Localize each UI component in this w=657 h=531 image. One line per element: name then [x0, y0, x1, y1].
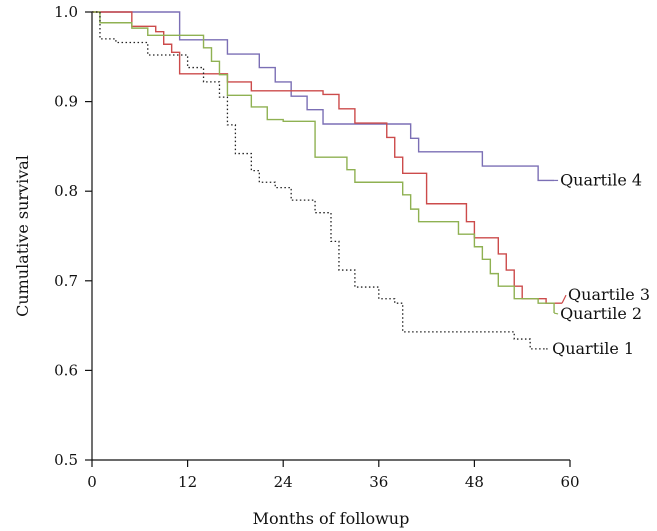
- y-axis-title: Cumulative survival: [13, 155, 32, 317]
- x-tick-label: 24: [274, 473, 293, 491]
- y-tick-label: 0.6: [54, 361, 78, 379]
- series-line-quartile-2: [92, 11, 555, 314]
- y-tick-label: 1.0: [54, 3, 78, 21]
- y-tick-label: 0.5: [54, 451, 78, 469]
- axes: 0.5 0.6 0.7 0.8 0.9 1.0 0 12 24 36 48 60: [54, 3, 579, 491]
- x-tick-label: 48: [465, 473, 484, 491]
- series-line-quartile-3: [92, 11, 563, 304]
- series-label: Quartile 2: [560, 304, 642, 323]
- x-tick-label: 12: [178, 473, 197, 491]
- y-tick-label: 0.8: [54, 182, 78, 200]
- y-tick-label: 0.7: [54, 272, 78, 290]
- x-tick-label: 60: [560, 473, 579, 491]
- series-label: Quartile 3: [568, 285, 650, 304]
- series-leader: [553, 312, 559, 315]
- x-tick-label: 0: [87, 473, 97, 491]
- x-axis-title: Months of followup: [253, 509, 410, 528]
- series-label: Quartile 1: [552, 339, 634, 358]
- series-line-quartile-4: [92, 11, 555, 182]
- series-leader: [561, 294, 567, 304]
- x-tick-label: 36: [369, 473, 388, 491]
- series-line-quartile-1: [92, 11, 547, 350]
- y-tick-label: 0.9: [54, 93, 78, 111]
- series-label: Quartile 4: [560, 170, 642, 189]
